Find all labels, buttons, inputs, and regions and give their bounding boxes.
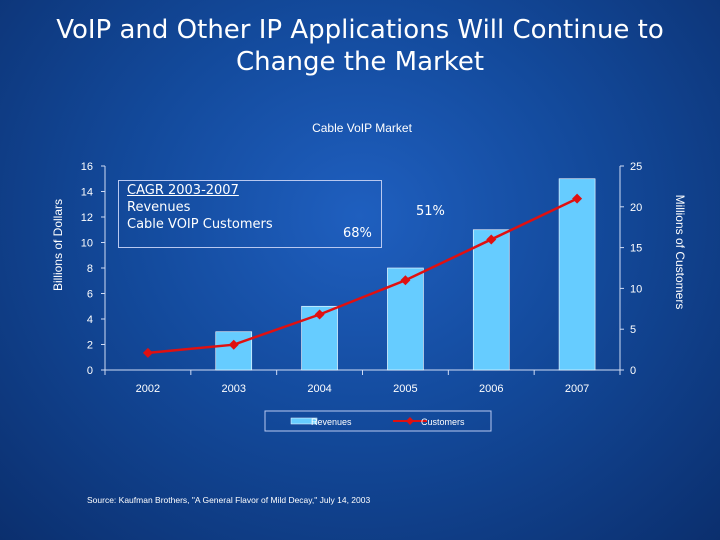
y-tick-label-left: 4 <box>87 314 93 326</box>
legend-label-customers: Customers <box>421 417 465 427</box>
y-tick-label-left: 8 <box>87 263 93 275</box>
y-tick-label-left: 0 <box>87 365 93 377</box>
y-tick-label-right: 25 <box>630 161 642 173</box>
point-customers <box>400 275 411 286</box>
bar-revenues <box>472 229 510 371</box>
y-tick-label-left: 10 <box>81 238 93 250</box>
cagr-customers-value: 68% <box>343 226 372 241</box>
point-customers <box>486 234 497 245</box>
x-tick-label: 2004 <box>307 383 331 395</box>
source-note: Source: Kaufman Brothers, "A General Fla… <box>87 495 371 505</box>
y-tick-label-right: 15 <box>630 243 642 255</box>
x-tick-label: 2003 <box>222 383 246 395</box>
cagr-customers-label: Cable VOIP Customers <box>127 217 273 232</box>
y-tick-label-right: 0 <box>630 365 636 377</box>
y-tick-label-right: 5 <box>630 324 636 336</box>
y-tick-label-right: 20 <box>630 202 642 214</box>
legend-box <box>264 410 492 432</box>
y-tick-label-left: 2 <box>87 340 93 352</box>
point-customers <box>314 309 325 320</box>
y-axis-title-right: Millions of Customers <box>673 195 687 310</box>
slide-title: VoIP and Other IP Applications Will Cont… <box>0 14 720 78</box>
x-tick-label: 2002 <box>136 383 160 395</box>
x-tick-label: 2006 <box>479 383 503 395</box>
cagr-header: CAGR 2003-2007 <box>127 183 239 198</box>
point-customers <box>228 339 239 350</box>
x-tick-label: 2007 <box>565 383 589 395</box>
y-tick-label-left: 16 <box>81 161 93 173</box>
y-axis-title-left: Billions of Dollars <box>51 199 65 291</box>
y-tick-label-right: 10 <box>630 283 642 295</box>
cagr-revenues-label: Revenues <box>127 200 191 215</box>
y-tick-label-left: 6 <box>87 289 93 301</box>
legend-marker-customers <box>406 417 414 425</box>
x-tick-label: 2005 <box>393 383 417 395</box>
line-customers <box>147 197 578 355</box>
cagr-revenues-value: 51% <box>416 204 445 219</box>
point-customers <box>142 347 153 358</box>
cagr-box: CAGR 2003-2007 Revenues Cable VOIP Custo… <box>118 180 382 248</box>
bar-revenues <box>215 331 253 371</box>
legend-swatch-revenues <box>290 417 318 425</box>
y-tick-label-left: 14 <box>81 187 93 199</box>
bar-revenues <box>558 178 596 371</box>
slide-title-line-1: VoIP and Other IP Applications Will Cont… <box>56 15 664 45</box>
slide-title-line-2: Change the Market <box>235 47 485 77</box>
y-tick-label-left: 12 <box>81 212 93 224</box>
chart-title: Cable VoIP Market <box>312 121 412 135</box>
point-customers <box>572 193 583 204</box>
legend-label-revenues: Revenues <box>311 417 352 427</box>
